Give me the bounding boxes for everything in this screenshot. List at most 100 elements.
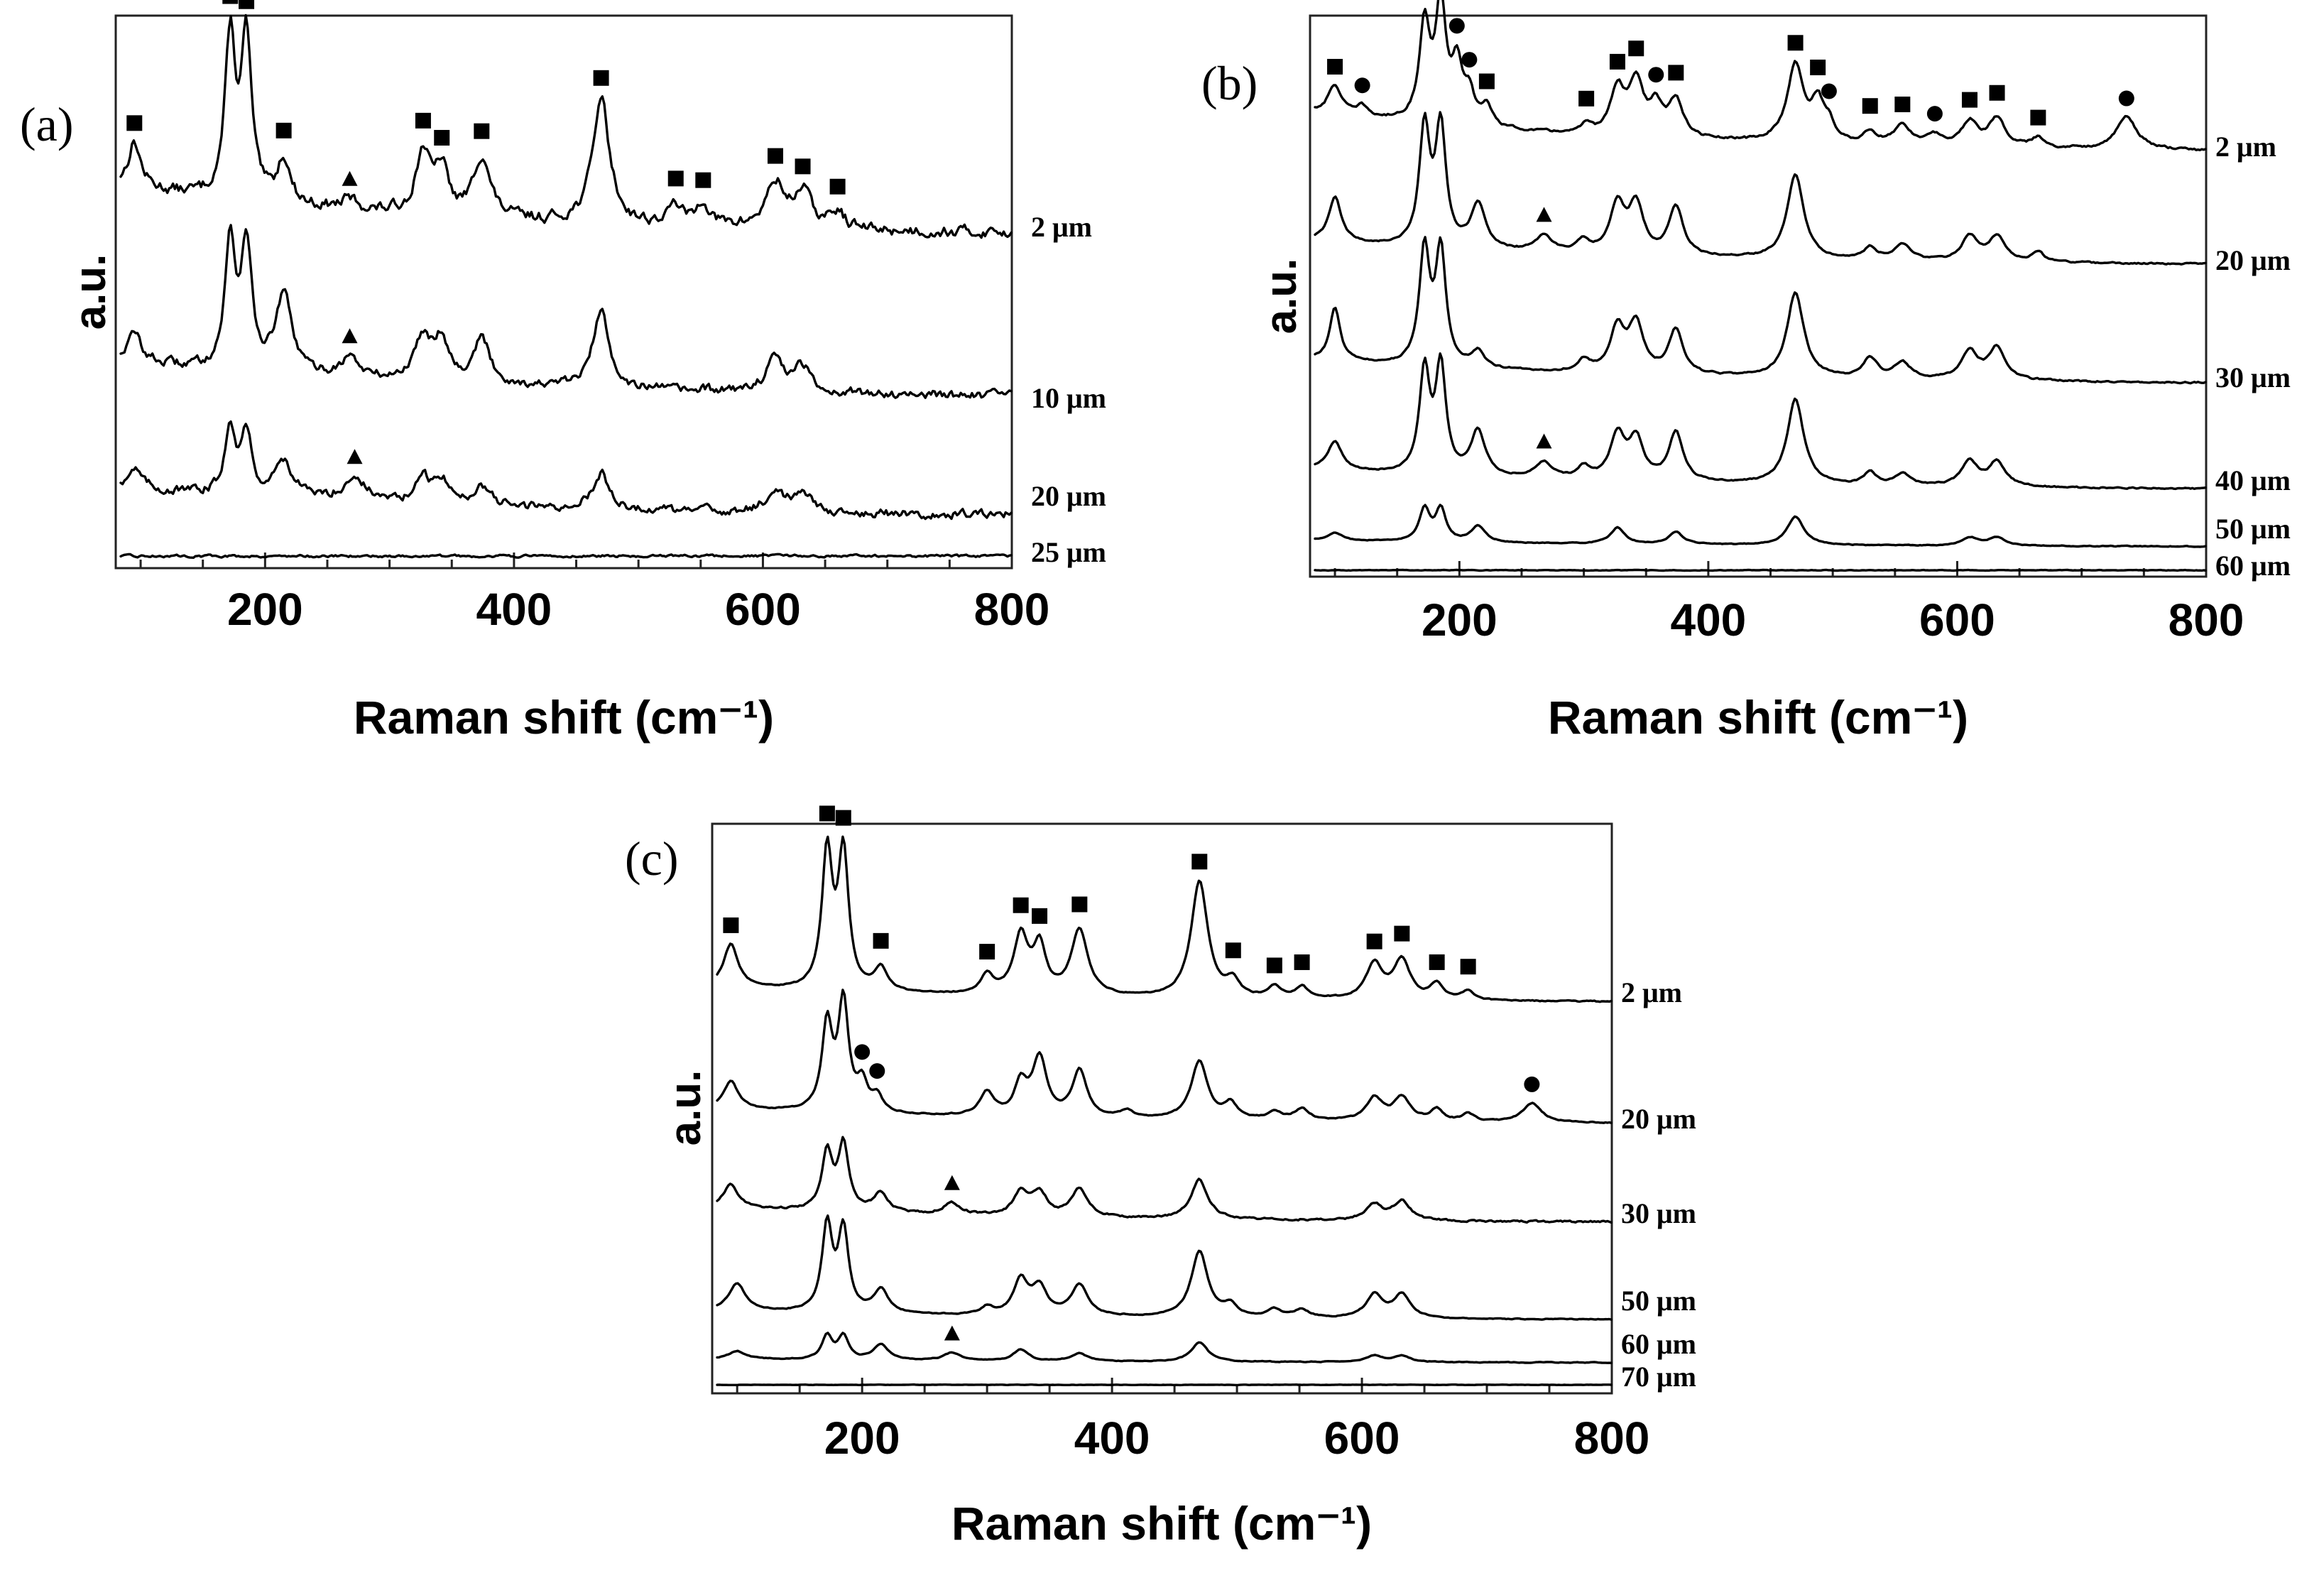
panel-a-square-marker-632: [795, 158, 811, 175]
panel-c-spectrum-20-m: [716, 989, 1613, 1124]
panel-b-square-marker-556: [1894, 97, 1911, 113]
panel-a-spectrum-20-m: [119, 420, 1013, 521]
panel-c-square-marker-610: [1366, 933, 1382, 949]
panel-a-square-marker-610: [767, 148, 783, 164]
panel-c-depth-label-20-m: 20 μm: [1621, 1103, 1696, 1135]
panel-a-spectrum-25-m: [119, 553, 1013, 559]
panel-c-square-marker-327: [1013, 897, 1029, 913]
panel-b-square-marker-374: [1668, 65, 1684, 81]
panel-b-square-marker-100: [1327, 58, 1343, 75]
panel-c: (c) 200 400 600 800 2 μm 20 μm 30 μm 50 μm 60 μ…: [625, 805, 1696, 1550]
panel-c-square-marker-470: [1191, 854, 1208, 870]
panel-c-square-marker-342: [1032, 908, 1048, 924]
panel-a-frame: [114, 14, 1013, 570]
panel-c-depth-label-2-m: 2 μm: [1621, 976, 1682, 1008]
panel-b-circle-marker-198: [1449, 18, 1465, 34]
panel-b-spectrum-40-m: [1314, 352, 2207, 491]
panel-a-square-marker-374: [474, 123, 490, 139]
panel-b-spectrum-20-m: [1314, 111, 2207, 266]
panel-a-square-marker-342: [434, 129, 450, 146]
panel-b-circle-marker-736: [2118, 90, 2134, 107]
panel-c-depth-label-30-m: 30 μm: [1621, 1197, 1696, 1229]
panel-a-square-marker-660: [829, 178, 846, 195]
panel-c-depth-label-50-m: 50 μm: [1621, 1285, 1696, 1317]
panel-b-x-tick-label-800: 800: [2168, 594, 2244, 646]
panel-a-triangle-marker-268: [342, 170, 358, 186]
panel-c-square-marker-530: [1266, 957, 1282, 974]
panel-b-circle-marker-358: [1648, 67, 1664, 83]
panel-b: (b) 200 400 600 800 2 μm 20 μm 30 μm 40 μm 50 μ…: [1201, 0, 2291, 744]
panel-a-spectrum-10-m: [119, 224, 1013, 399]
panel-b-square-marker-222: [1478, 73, 1495, 89]
panel-c-triangle-marker-272: [944, 1175, 960, 1190]
panel-c-depth-label-60-m: 60 μm: [1621, 1328, 1696, 1360]
panel-a-depth-label-20-m: 20 μm: [1031, 480, 1106, 512]
panel-c-square-marker-632: [1394, 925, 1410, 942]
panel-c-spectrum-50-m: [716, 1214, 1613, 1321]
panel-c-square-marker-185: [835, 810, 851, 826]
panel-a-triangle-marker-272: [347, 449, 363, 464]
panel-c-spectrum-60-m: [716, 1332, 1613, 1364]
panel-c-circle-marker-212: [869, 1063, 885, 1079]
panel-a-square-marker-530: [667, 170, 684, 187]
panel-c-spectrum-30-m: [716, 1136, 1613, 1224]
panel-c-square-marker-215: [873, 932, 889, 949]
panel-c-square-marker-552: [1294, 954, 1310, 970]
panel-c-square-marker-374: [1071, 896, 1088, 913]
panel-a-square-marker-95: [126, 115, 143, 131]
panel-a-triangle-marker-268: [342, 328, 358, 344]
panel-b-x-tick-label-600: 600: [1919, 594, 1995, 646]
panel-b-square-marker-530: [1862, 98, 1878, 114]
panel-c-y-axis-label: a.u.: [661, 1070, 710, 1146]
panel-b-square-marker-342: [1628, 40, 1644, 57]
panel-b-x-axis-label: Raman shift (cm⁻¹): [1548, 691, 1968, 744]
panel-b-circle-marker-582: [1926, 106, 1943, 122]
panel-b-x-tick-label-400: 400: [1670, 594, 1746, 646]
panel-b-square-marker-470: [1787, 35, 1804, 51]
panel-b-depth-label-2-m: 2 μm: [2215, 131, 2276, 163]
panel-c-label: (c): [625, 832, 678, 886]
panel-b-square-marker-327: [1609, 53, 1625, 70]
panel-b-circle-marker-122: [1354, 77, 1370, 94]
panel-b-depth-label-60-m: 60 μm: [2215, 550, 2291, 582]
panel-a-depth-label-25-m: 25 μm: [1031, 536, 1106, 568]
panel-a-x-tick-label-800: 800: [974, 584, 1050, 635]
panel-a-spectrum-2-m: [119, 13, 1013, 239]
panel-c-x-tick-label-600: 600: [1324, 1413, 1400, 1464]
panel-c-frame: [711, 822, 1613, 1395]
panel-c-x-tick-label-400: 400: [1074, 1413, 1150, 1464]
panel-c-square-marker-300: [979, 944, 995, 960]
panel-a-x-tick-label-600: 600: [725, 584, 801, 635]
panel-b-y-axis-label: a.u.: [1257, 258, 1306, 334]
panel-b-square-marker-665: [2030, 109, 2046, 126]
panel-c-x-tick-label-200: 200: [824, 1413, 900, 1464]
panel-c-square-marker-660: [1429, 954, 1445, 970]
panel-b-spectrum-2-m: [1314, 0, 2207, 152]
panel-b-spectrum-50-m: [1314, 504, 2207, 548]
panel-b-depth-label-30-m: 30 μm: [2215, 361, 2291, 393]
panel-c-square-marker-685: [1460, 959, 1476, 975]
panel-a-depth-label-2-m: 2 μm: [1031, 211, 1092, 243]
panel-a-label: (a): [20, 97, 73, 151]
panel-b-spectrum-30-m: [1314, 236, 2207, 385]
panel-c-x-axis-label: Raman shift (cm⁻¹): [951, 1497, 1372, 1550]
panel-a-x-tick-label-200: 200: [227, 584, 303, 635]
panel-a-depth-label-10-m: 10 μm: [1031, 382, 1106, 414]
panel-b-depth-label-40-m: 40 μm: [2215, 464, 2291, 496]
panel-c-square-marker-95: [723, 917, 739, 933]
panel-c-triangle-marker-272: [944, 1325, 960, 1341]
panel-b-triangle-marker-268: [1536, 433, 1552, 449]
panel-c-circle-marker-200: [854, 1044, 871, 1060]
panel-b-x-tick-label-200: 200: [1422, 594, 1497, 646]
panel-b-frame: [1309, 14, 2208, 578]
panel-a-square-marker-172: [222, 0, 239, 4]
panel-b-depth-label-50-m: 50 μm: [2215, 513, 2291, 545]
panel-a-square-marker-552: [695, 172, 711, 188]
panel-c-depth-label-70-m: 70 μm: [1621, 1361, 1696, 1393]
panel-a-y-axis-label: a.u.: [66, 254, 115, 330]
panel-a-square-marker-215: [276, 122, 292, 138]
panel-c-spectrum-70-m: [716, 1383, 1613, 1387]
panel-a-square-marker-470: [593, 70, 609, 86]
panel-b-square-marker-302: [1578, 90, 1595, 107]
